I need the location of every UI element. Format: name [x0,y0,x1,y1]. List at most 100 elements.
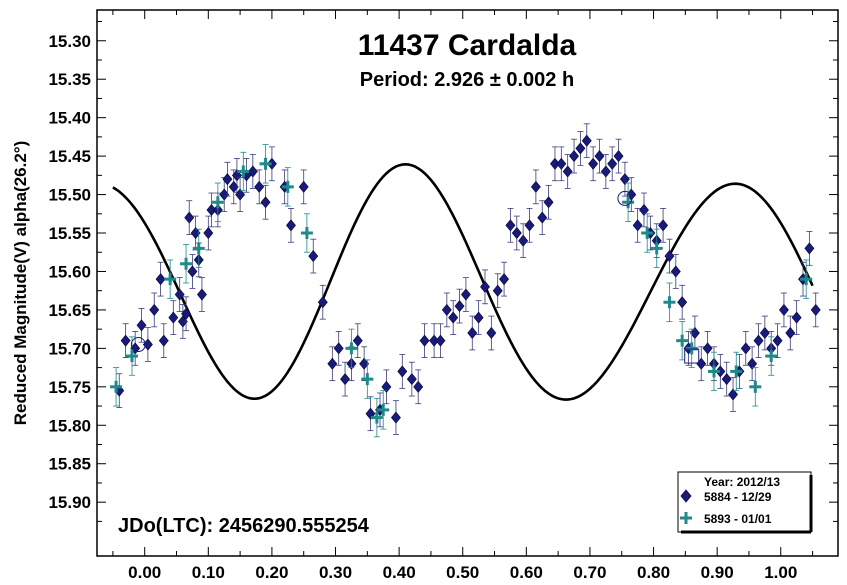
data-point-5884 [206,192,217,228]
data-point-5884 [486,315,497,351]
data-point-5884 [759,315,770,351]
data-point-5884 [136,307,147,343]
data-point-5884 [753,323,764,358]
data-point-5884 [460,277,471,312]
data-point-5884 [448,300,459,335]
data-point-5884 [499,261,510,297]
data-point-5884 [317,284,328,320]
data-point-5884 [600,154,611,189]
y-tick-label: 15.85 [48,455,91,474]
data-point-5884 [658,208,669,243]
series-5884-layer [114,123,821,435]
y-tick-label: 15.70 [48,339,91,358]
data-point-5884 [168,300,179,335]
data-point-5893 [125,336,138,376]
data-point-5884 [155,261,166,297]
y-tick-label: 15.75 [48,378,91,397]
data-point-5893 [622,182,635,222]
data-point-5884 [196,277,207,312]
data-point-5884 [810,292,821,328]
data-point-5893 [765,336,778,376]
legend-title: Year: 2012/13 [704,475,780,489]
data-point-5884 [441,292,452,328]
data-point-5884 [467,315,478,351]
data-point-5893 [663,282,676,322]
data-point-5884 [562,154,573,189]
data-point-5884 [772,323,783,358]
data-point-5884 [235,177,246,212]
data-point-5884 [266,146,277,182]
data-point-5893 [749,367,762,407]
data-point-5884 [406,361,417,397]
data-point-5893 [164,259,177,299]
data-point-5884 [327,346,338,382]
data-point-5893 [370,397,383,438]
data-point-5893 [300,213,313,253]
chart-subtitle: Period: 2.926 ± 0.002 h [360,69,574,91]
data-point-5884 [187,254,198,289]
y-tick-label: 15.65 [48,301,91,320]
x-tick-label: 0.80 [637,563,670,582]
plot-frame [96,9,839,557]
y-tick-label: 15.35 [48,70,91,89]
data-point-5884 [286,208,296,243]
data-point-5884 [222,161,233,197]
x-axis: 0.00 0.10 0.20 0.30 0.40 0.50 0.60 0.70 0.80 0.90… [112,10,814,582]
data-point-5884 [333,331,344,366]
chart-title: 11437 Cardalda [358,29,577,62]
data-point-5884 [581,123,592,159]
data-point-5893 [707,351,720,392]
data-point-5884 [613,138,624,174]
data-point-5884 [480,269,490,305]
data-point-5884 [702,331,713,366]
data-point-5893 [345,328,358,368]
data-point-5884 [397,354,408,389]
data-point-5893 [650,228,663,269]
legend-marker-plus [680,512,692,524]
fit-curve [112,163,814,401]
data-point-5884 [260,184,271,220]
data-point-5884 [607,146,618,182]
data-point-5884 [537,200,548,235]
data-point-5884 [543,184,554,220]
data-point-5893 [237,151,250,192]
data-point-5884 [413,369,424,405]
x-tick-label: 0.10 [192,563,225,582]
data-point-5884 [174,277,185,312]
data-point-5893 [281,167,294,207]
data-point-5884 [518,223,529,259]
fourier-fit-layer [112,163,814,401]
data-point-5884 [778,292,789,328]
y-tick-label: 15.60 [48,262,91,281]
x-tick-label: 0.70 [573,563,606,582]
data-point-5884 [308,238,319,274]
legend: Year: 2012/13 5884 - 12/29 5893 - 01/01 [677,471,813,534]
data-point-5884 [575,131,586,166]
data-point-5893 [361,359,374,399]
legend-box [677,471,812,533]
data-point-5893 [110,367,123,407]
data-point-5884 [619,161,630,197]
data-point-5884 [454,288,465,324]
x-tick-label: 0.20 [255,563,288,582]
y-tick-label: 15.50 [48,186,91,205]
x-tick-label: 0.60 [510,563,543,582]
x-tick-label: 0.50 [446,563,479,582]
data-point-5884 [550,146,560,182]
y-axis: 15.30 15.35 15.40 15.45 15.50 15.55 15.60 15.65… [48,21,838,522]
data-point-5884 [747,346,758,382]
data-point-5884 [588,146,599,182]
data-point-5884 [184,200,195,235]
series-5893-layer [110,144,813,438]
open-square-marker [684,348,700,364]
y-tick-label: 15.40 [48,109,91,128]
data-point-5893 [259,144,272,184]
legend-marker-diamond [680,489,692,503]
open-markers-layer [130,190,700,364]
data-point-5884 [740,331,751,366]
x-tick-label: 1.00 [764,563,797,582]
y-tick-label: 15.90 [48,493,91,512]
data-point-5884 [505,208,516,243]
data-point-5884 [721,361,732,397]
